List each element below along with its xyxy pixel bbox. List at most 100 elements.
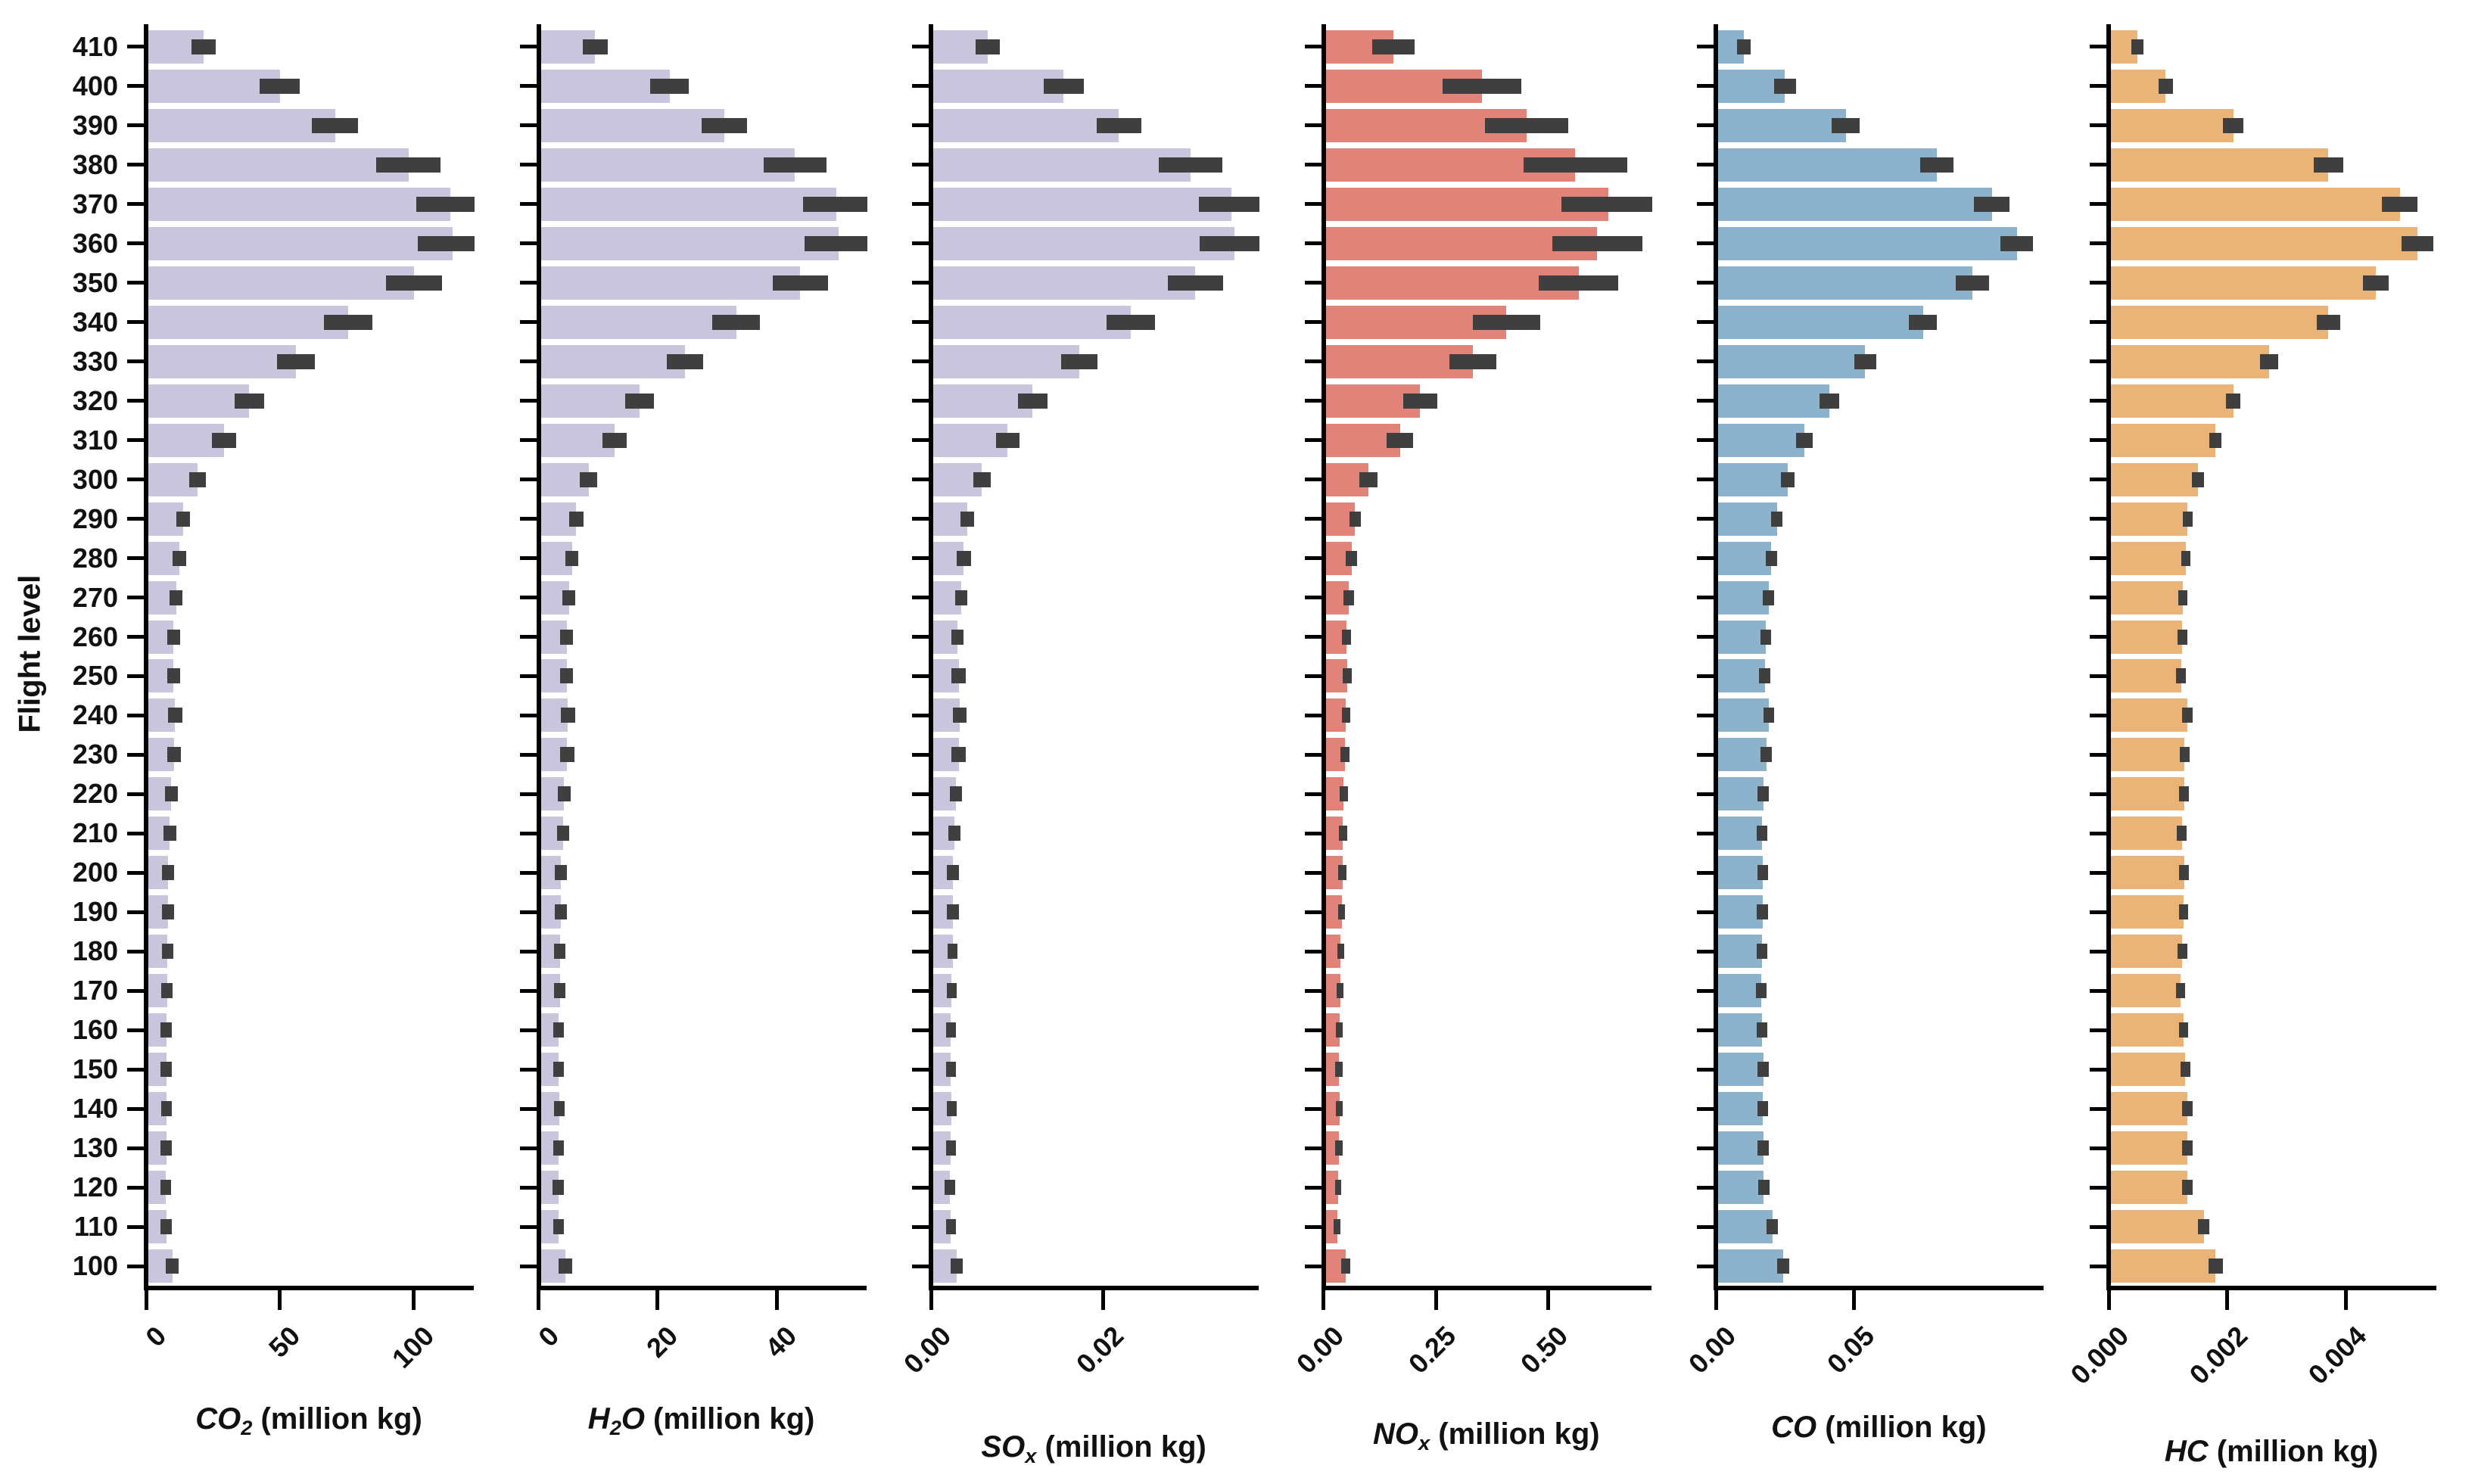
bar-hc-fl400 [2111, 69, 2166, 103]
bar-nox-fl360 [1325, 226, 1598, 260]
bar-co-fl320 [1718, 384, 1829, 418]
error-bar-nox-fl190 [1337, 904, 1346, 920]
x-tick-mark [774, 1290, 779, 1310]
error-bar-sox-fl260 [951, 629, 964, 645]
error-bar-h2o-fl240 [560, 708, 575, 723]
y-tick-mark [519, 438, 537, 443]
y-tick-mark [1304, 45, 1321, 49]
y-tick-label: 300 [72, 463, 118, 495]
bar-sox-fl110 [933, 1210, 951, 1244]
error-bar-hc-fl400 [2158, 78, 2173, 94]
x-tick-mark [1714, 1290, 1718, 1310]
error-bar-hc-fl330 [2260, 353, 2278, 369]
y-tick-mark [519, 1028, 537, 1032]
error-bar-sox-fl370 [1198, 196, 1260, 212]
error-bar-hc-fl410 [2131, 39, 2143, 54]
y-tick-mark [127, 517, 144, 521]
y-tick-mark [2090, 988, 2106, 993]
bar-co-fl100 [1718, 1249, 1784, 1283]
bar-hc-fl350 [2111, 266, 2377, 300]
bar-co-fl180 [1718, 935, 1762, 969]
y-tick-mark [1697, 163, 1714, 167]
bar-sox-fl330 [933, 344, 1079, 378]
y-tick-mark [2090, 1106, 2106, 1111]
bar-sox-fl150 [933, 1053, 951, 1087]
error-bar-sox-fl200 [946, 865, 959, 881]
y-tick-label: 330 [72, 345, 118, 377]
bar-sox-fl340 [933, 305, 1132, 339]
y-tick-mark [1697, 713, 1714, 717]
error-bar-co-fl370 [1974, 196, 2010, 212]
y-tick-mark [1304, 910, 1321, 914]
error-bar-co2-fl380 [376, 157, 441, 173]
y-tick-mark [127, 1264, 144, 1268]
y-tick-mark [127, 202, 144, 207]
error-bar-co-fl400 [1773, 78, 1797, 94]
bar-nox-fl200 [1325, 856, 1343, 890]
error-bar-co2-fl300 [188, 471, 207, 487]
y-tick-label: 270 [72, 581, 118, 613]
error-bar-co2-fl130 [160, 1140, 172, 1156]
y-tick-mark [1697, 478, 1714, 482]
y-tick-mark [2090, 84, 2106, 89]
y-tick-mark [2090, 1224, 2106, 1229]
bar-sox-fl160 [933, 1013, 951, 1047]
bar-h2o-fl340 [540, 305, 736, 339]
y-tick-mark [912, 84, 929, 89]
error-bar-hc-fl150 [2180, 1062, 2190, 1078]
error-bar-co-fl360 [2000, 235, 2034, 251]
y-tick-mark [127, 1146, 144, 1150]
bar-h2o-fl160 [540, 1013, 559, 1047]
y-tick-mark [2090, 870, 2106, 875]
error-bar-nox-fl300 [1359, 471, 1378, 487]
y-tick-mark [1304, 752, 1321, 757]
y-tick-mark [127, 949, 144, 954]
y-tick-mark [519, 123, 537, 128]
y-tick-label: 320 [72, 384, 118, 416]
panel-co2: 410 400 390 380 370 360 350 340 330 320 310 300 290 2… [73, 0, 517, 1484]
y-tick-mark [1697, 84, 1714, 89]
y-tick-mark [1304, 517, 1321, 521]
error-bar-h2o-fl190 [554, 904, 567, 920]
bar-co-fl260 [1718, 620, 1766, 654]
x-axis-label-h2o: H2O (million kg) [587, 1402, 815, 1439]
bar-co-fl400 [1718, 69, 1785, 103]
y-tick-mark [1697, 949, 1714, 954]
x-axis-label-co2: CO2 (million kg) [195, 1402, 422, 1439]
error-bar-h2o-fl350 [773, 275, 828, 291]
error-bar-co2-fl320 [234, 393, 264, 409]
error-bar-nox-fl200 [1338, 865, 1347, 881]
bar-co-fl190 [1718, 895, 1763, 929]
bar-co-fl240 [1718, 698, 1769, 733]
y-tick-mark [127, 1028, 144, 1032]
error-bar-nox-fl220 [1340, 786, 1348, 802]
y-tick-mark [1697, 399, 1714, 403]
y-tick-mark [2090, 438, 2106, 443]
y-tick-mark [127, 988, 144, 993]
y-tick-mark [912, 556, 929, 561]
y-tick-mark [1304, 438, 1321, 443]
y-tick-mark [1304, 478, 1321, 482]
error-bar-hc-fl220 [2179, 786, 2189, 802]
error-bar-h2o-fl330 [666, 353, 704, 369]
y-tick-mark [519, 988, 537, 993]
y-tick-mark [519, 752, 537, 757]
y-axis-spine [2106, 24, 2111, 1290]
bar-co2-fl340 [148, 305, 349, 339]
error-bar-co-fl160 [1756, 1022, 1768, 1038]
error-bar-sox-fl180 [947, 944, 958, 960]
bar-co-fl220 [1718, 777, 1764, 811]
y-tick-mark [1304, 713, 1321, 717]
y-tick-mark [1304, 988, 1321, 993]
error-bar-sox-fl160 [945, 1022, 957, 1038]
y-tick-mark [519, 84, 537, 89]
error-bar-nox-fl410 [1371, 39, 1415, 54]
error-bar-nox-fl180 [1337, 944, 1345, 960]
error-bar-co2-fl260 [167, 629, 180, 645]
error-bar-sox-fl140 [946, 1101, 957, 1117]
bar-h2o-fl330 [540, 344, 685, 378]
error-bar-sox-fl270 [955, 590, 967, 605]
bar-hc-fl380 [2111, 148, 2329, 182]
y-tick-mark [2090, 478, 2106, 482]
